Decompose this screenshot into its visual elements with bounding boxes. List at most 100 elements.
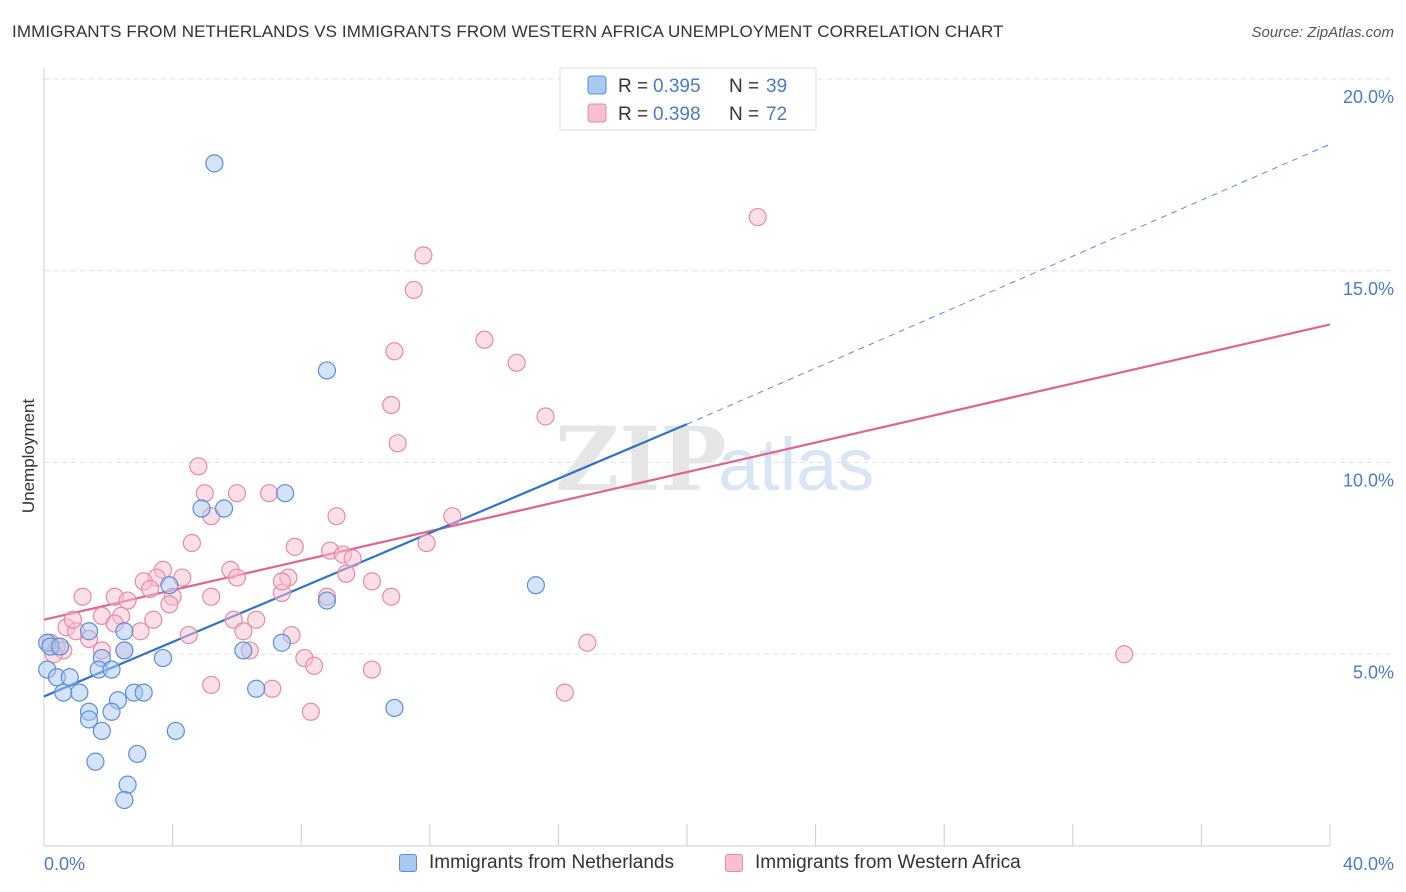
netherlands-point bbox=[115, 790, 134, 810]
netherlands-point bbox=[92, 721, 111, 741]
western-africa-point bbox=[227, 484, 246, 503]
western-africa-swatch bbox=[725, 854, 743, 872]
western-africa-point bbox=[578, 633, 597, 652]
western-africa-point bbox=[182, 533, 201, 553]
western-africa-point bbox=[748, 207, 767, 227]
watermark: ZIP atlas bbox=[555, 407, 874, 511]
netherlands-point bbox=[276, 484, 295, 503]
legend-r-label-1: R = bbox=[618, 76, 648, 97]
netherlands-point bbox=[102, 660, 121, 679]
western-africa-point bbox=[247, 610, 266, 629]
western-africa-point bbox=[337, 564, 356, 583]
western-africa-point bbox=[382, 587, 401, 606]
netherlands-trend-line bbox=[43, 423, 688, 698]
legend-swatch-netherlands bbox=[587, 75, 607, 95]
western-africa-point bbox=[202, 675, 221, 695]
netherlands-point bbox=[205, 154, 224, 173]
bottom-legend: Immigrants from Netherlands Immigrants f… bbox=[0, 850, 1406, 880]
western-africa-point bbox=[285, 537, 304, 556]
western-africa-point bbox=[1115, 645, 1134, 664]
axes bbox=[43, 68, 1331, 847]
netherlands-point bbox=[153, 648, 173, 668]
western-africa-point bbox=[179, 625, 198, 645]
x-tick-label-max: 40.0% bbox=[1343, 854, 1394, 874]
netherlands-point bbox=[272, 633, 292, 652]
western-africa-point bbox=[301, 702, 320, 721]
netherlands-point bbox=[50, 637, 70, 656]
western-africa-point bbox=[382, 395, 401, 415]
western-africa-point bbox=[272, 572, 292, 591]
legend-n-value-2: 72 bbox=[766, 104, 787, 125]
gridlines bbox=[44, 78, 1394, 655]
legend-r-value-2: 0.398 bbox=[653, 104, 701, 125]
netherlands-swatch bbox=[399, 854, 417, 872]
netherlands-point bbox=[192, 499, 211, 518]
y-axis-label: Unemployment bbox=[19, 399, 38, 514]
western-africa-point bbox=[263, 679, 282, 698]
netherlands-point bbox=[385, 698, 404, 718]
netherlands-point bbox=[526, 576, 545, 595]
western-africa-point bbox=[140, 579, 160, 599]
y-tick-label: 15.0% bbox=[1343, 279, 1394, 299]
western-africa-point bbox=[507, 353, 526, 372]
western-africa-points bbox=[41, 207, 1134, 721]
western-africa-point bbox=[131, 622, 150, 641]
netherlands-trend-extension bbox=[686, 143, 1331, 425]
western-africa-point bbox=[144, 610, 163, 629]
netherlands-point bbox=[234, 641, 253, 660]
western-africa-point bbox=[63, 610, 83, 629]
netherlands-point bbox=[317, 591, 337, 610]
legend-n-label-2: N = bbox=[729, 104, 759, 125]
western-africa-point bbox=[343, 549, 362, 568]
y-tick-label: 5.0% bbox=[1353, 662, 1394, 682]
western-africa-point bbox=[475, 330, 494, 349]
y-tick-label: 20.0% bbox=[1343, 87, 1394, 107]
chart-title: IMMIGRANTS FROM NETHERLANDS VS IMMIGRANT… bbox=[12, 22, 1004, 41]
western-africa-point bbox=[327, 507, 346, 526]
netherlands-point bbox=[166, 721, 185, 741]
netherlands-point bbox=[79, 622, 99, 641]
legend-n-value-1: 39 bbox=[766, 76, 787, 97]
netherlands-point bbox=[115, 622, 134, 641]
netherlands-point bbox=[118, 775, 137, 794]
western-africa-point bbox=[259, 484, 279, 503]
netherlands-point bbox=[214, 499, 234, 518]
western-africa-point bbox=[414, 246, 433, 265]
netherlands-point bbox=[317, 361, 337, 380]
western-africa-point bbox=[404, 280, 423, 300]
netherlands-point bbox=[134, 683, 153, 702]
netherlands-points bbox=[38, 154, 545, 810]
netherlands-point bbox=[86, 752, 105, 771]
western-africa-point bbox=[227, 568, 246, 587]
western-africa-point bbox=[362, 660, 382, 679]
western-africa-point bbox=[160, 595, 179, 614]
western-africa-point bbox=[417, 533, 436, 553]
y-tick-label: 10.0% bbox=[1343, 471, 1394, 491]
tick-labels: 5.0% 10.0% 15.0% 20.0% 0.0% 40.0% bbox=[44, 87, 1394, 874]
western-africa-point bbox=[234, 622, 253, 641]
legend-r-value-1: 0.395 bbox=[653, 76, 701, 97]
netherlands-point bbox=[115, 641, 134, 660]
netherlands-point bbox=[128, 744, 147, 764]
netherlands-point bbox=[54, 683, 73, 702]
western-africa-point bbox=[555, 683, 574, 702]
western-africa-point bbox=[362, 572, 382, 591]
netherlands-point bbox=[79, 710, 99, 729]
netherlands-point bbox=[70, 683, 89, 702]
western-africa-point bbox=[304, 656, 324, 675]
bottom-legend-western-africa: Immigrants from Western Africa bbox=[725, 852, 1021, 874]
watermark-zip: ZIP bbox=[555, 407, 727, 511]
legend-swatch-western-africa bbox=[587, 103, 607, 123]
x-tick-label-min: 0.0% bbox=[44, 854, 85, 874]
top-legend: R = 0.395 N = 39 R = 0.398 N = 72 bbox=[559, 67, 817, 131]
netherlands-point bbox=[247, 679, 266, 698]
legend-r-label-2: R = bbox=[618, 104, 648, 125]
source-credit: Source: ZipAtlas.com bbox=[1251, 24, 1394, 41]
western-africa-point bbox=[443, 507, 462, 526]
western-africa-point bbox=[195, 484, 214, 503]
western-africa-point bbox=[189, 457, 208, 476]
netherlands-point bbox=[102, 702, 121, 721]
bottom-legend-netherlands-label: Immigrants from Netherlands bbox=[429, 852, 674, 873]
western-africa-trend-line bbox=[43, 323, 1331, 621]
